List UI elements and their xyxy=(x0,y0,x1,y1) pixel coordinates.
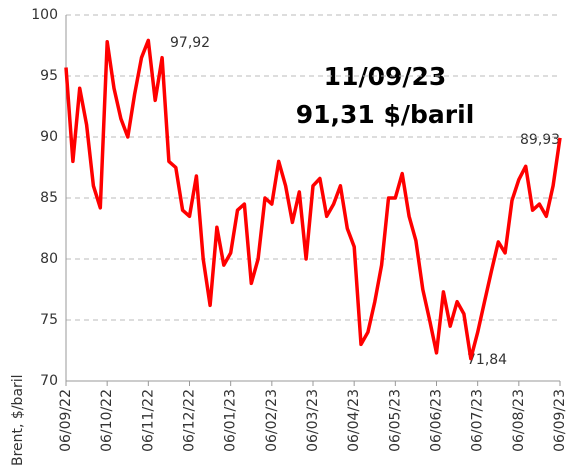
x-tick-label: 06/12/22 xyxy=(182,389,198,452)
x-tick-label: 06/09/23 xyxy=(552,389,568,452)
y-tick-label: 75 xyxy=(40,312,58,328)
x-tick-label: 06/03/23 xyxy=(305,389,321,452)
annotation: 71,84 xyxy=(467,352,507,368)
y-tick-label: 85 xyxy=(40,190,58,206)
x-tick-label: 06/08/23 xyxy=(511,389,527,452)
x-tick-label: 06/06/23 xyxy=(429,389,445,452)
x-tick-label: 06/05/23 xyxy=(387,389,403,452)
x-tick-label: 06/10/22 xyxy=(99,389,115,452)
annotation: 89,93 xyxy=(520,132,560,148)
x-tick-label: 06/11/22 xyxy=(140,389,156,452)
x-tick-label: 06/01/23 xyxy=(223,389,239,452)
x-tick-label: 06/02/23 xyxy=(264,389,280,452)
y-tick-label: 80 xyxy=(40,251,58,267)
x-tick-label: 06/04/23 xyxy=(346,389,362,452)
line xyxy=(64,38,562,361)
x-tick-label: 06/07/23 xyxy=(470,389,486,452)
annotation: 97,92 xyxy=(170,35,210,51)
y-tick-label: 100 xyxy=(31,7,58,23)
y-tick-label: 90 xyxy=(40,129,58,145)
x-tick-label: 06/09/22 xyxy=(58,389,74,452)
annotation: 91,31 $/baril xyxy=(296,100,475,129)
y-tick-label: 95 xyxy=(40,68,58,84)
y-axis-title: Brent, $/baril xyxy=(10,374,26,466)
y-tick-label: 70 xyxy=(40,373,58,389)
